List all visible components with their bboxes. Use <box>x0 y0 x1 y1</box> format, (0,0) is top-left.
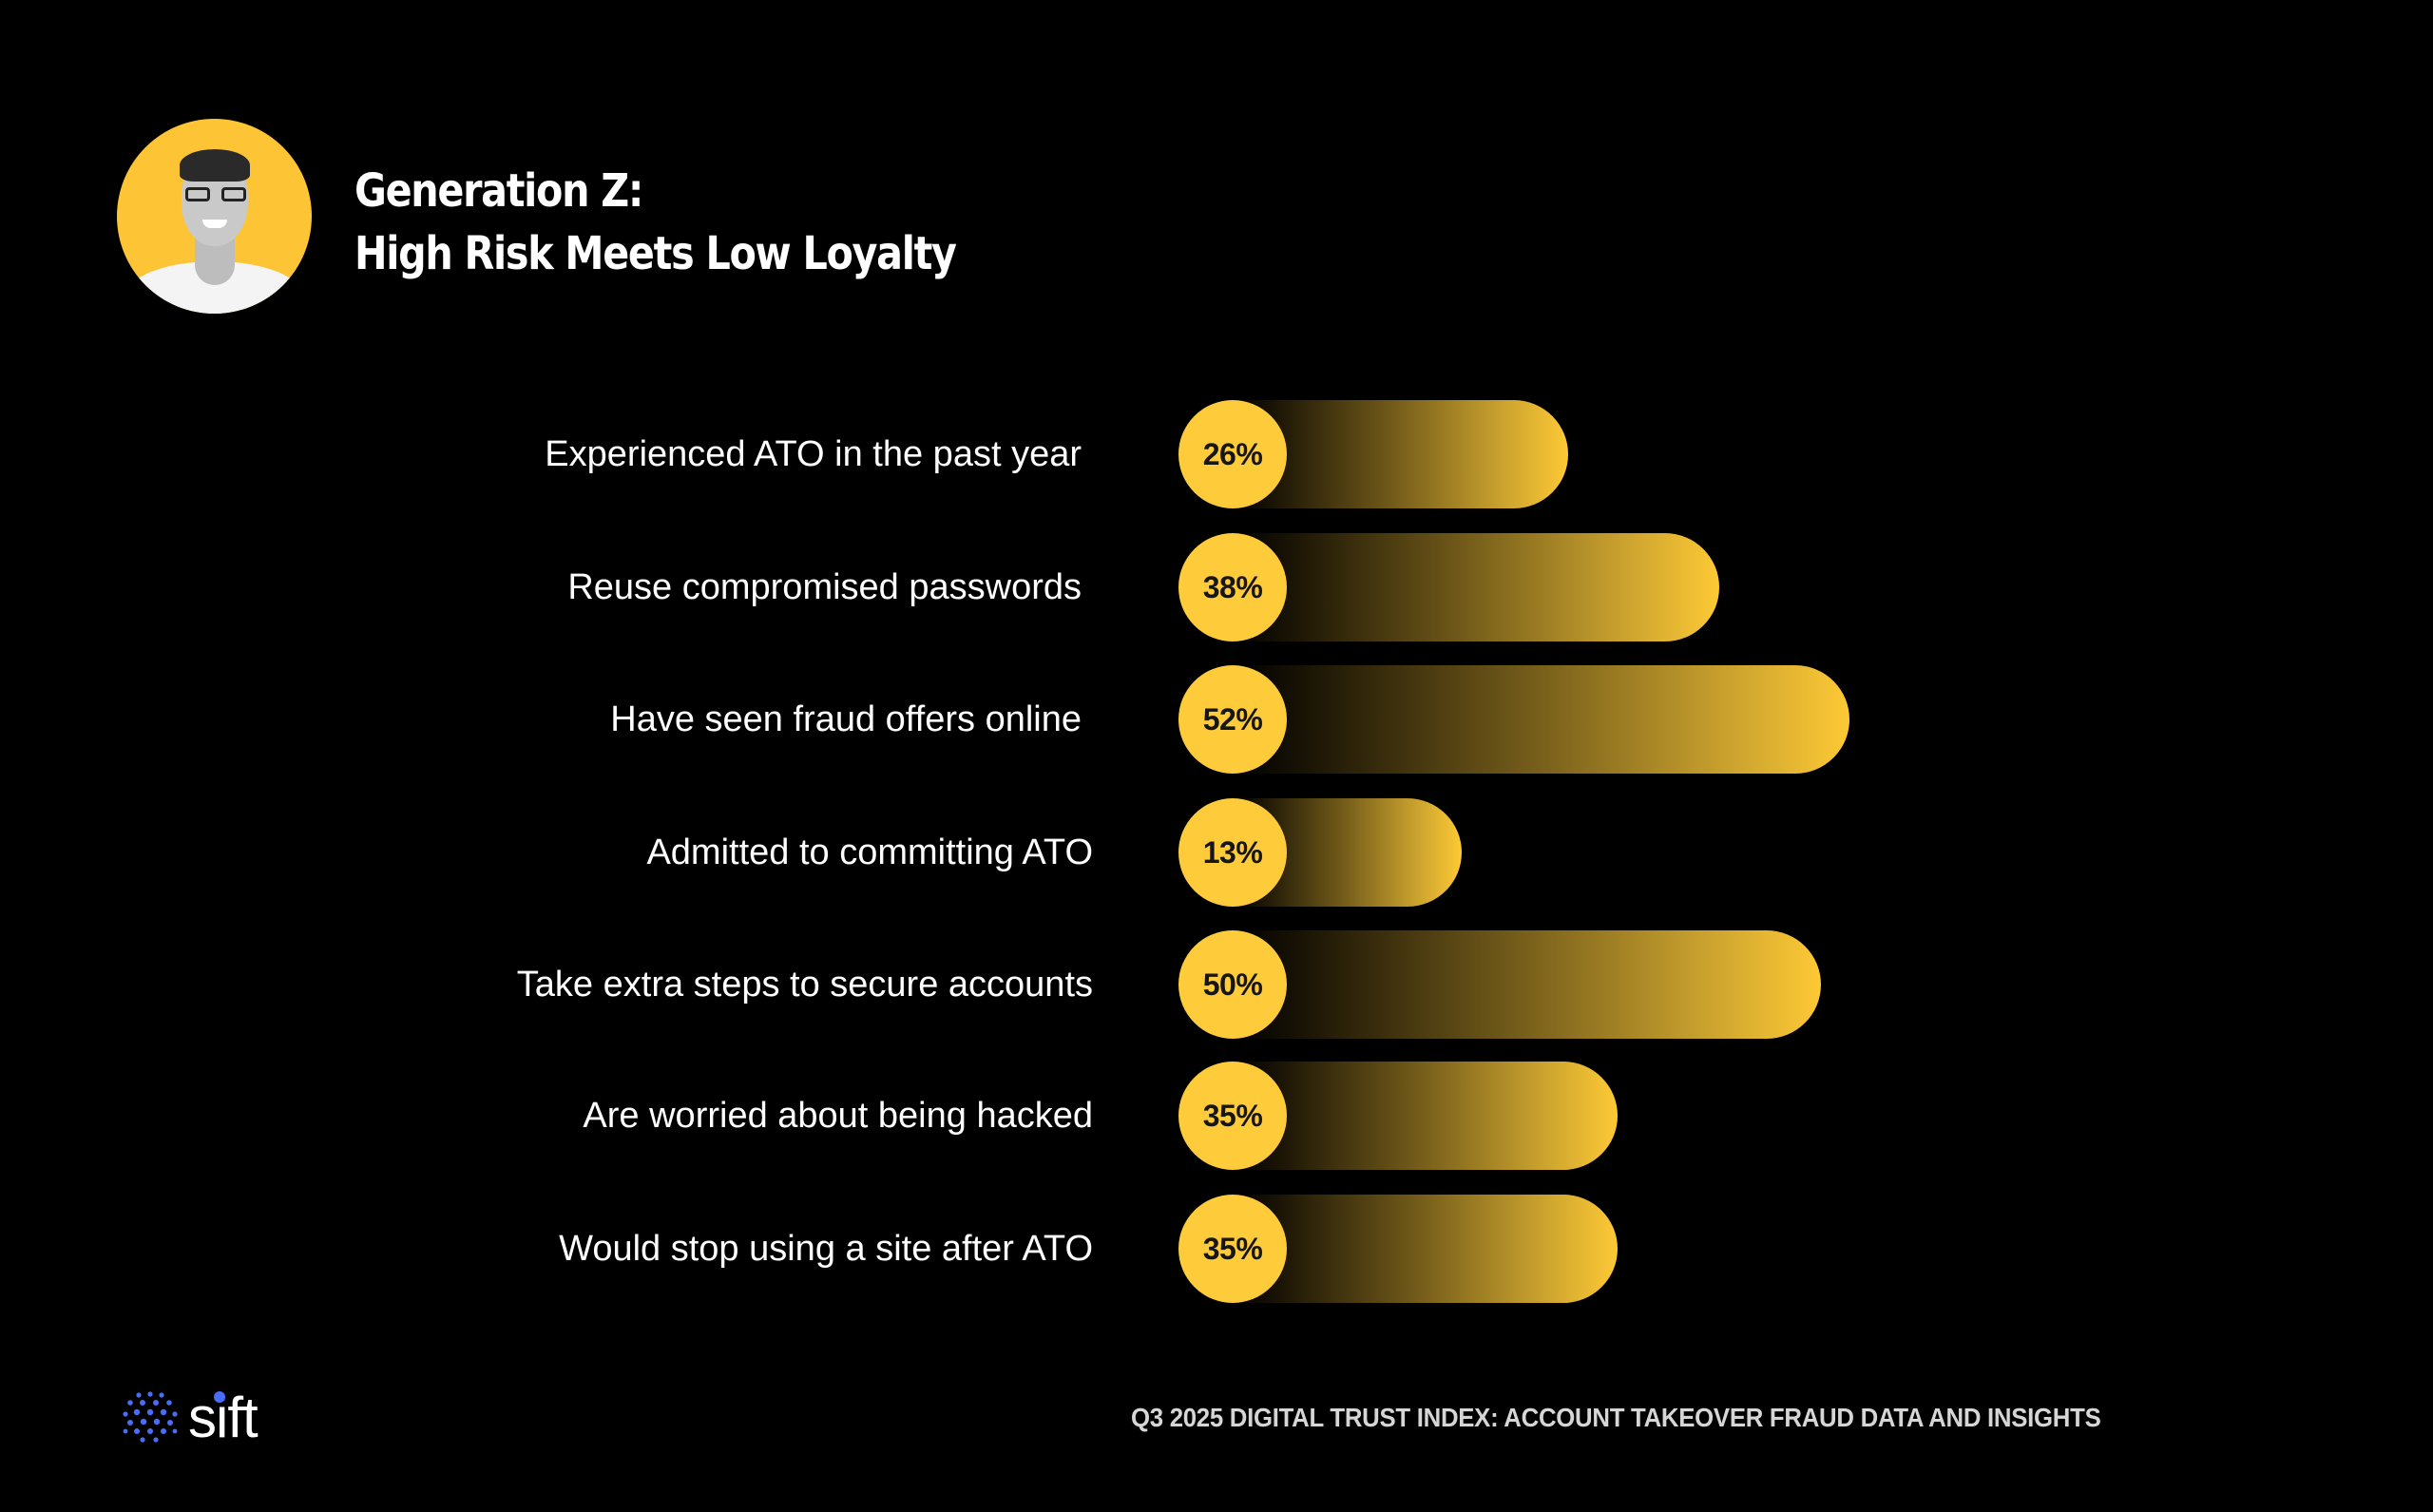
avatar-smile <box>202 220 227 228</box>
row-label: Have seen fraud offers online <box>610 699 1082 739</box>
bar <box>1233 533 1719 641</box>
report-title: Q3 2025 DIGITAL TRUST INDEX: ACCOUNT TAK… <box>1131 1403 2101 1432</box>
value-badge: 35% <box>1178 1195 1287 1303</box>
row-label: Would stop using a site after ATO <box>559 1229 1093 1269</box>
chart-row: Take extra steps to secure accounts 50% <box>0 930 2433 1039</box>
chart-row: Experienced ATO in the past year 26% <box>0 400 2433 508</box>
avatar <box>117 119 312 314</box>
sift-dotted-sphere-icon <box>123 1391 178 1443</box>
value-badge: 38% <box>1178 533 1287 641</box>
value-badge: 26% <box>1178 400 1287 508</box>
row-label: Reuse compromised passwords <box>567 567 1082 607</box>
value-badge: 50% <box>1178 930 1287 1039</box>
value-badge: 52% <box>1178 665 1287 774</box>
value-badge: 13% <box>1178 798 1287 907</box>
chart-row: Have seen fraud offers online 52% <box>0 665 2433 774</box>
sift-logo: sift <box>122 1386 259 1449</box>
chart-row: Are worried about being hacked 35% <box>0 1062 2433 1170</box>
chart-row: Admitted to committing ATO 13% <box>0 798 2433 907</box>
bar <box>1233 1195 1618 1303</box>
row-label: Experienced ATO in the past year <box>545 434 1082 474</box>
page-title: Generation Z: High Risk Meets Low Loyalt… <box>354 160 957 285</box>
row-label: Admitted to committing ATO <box>646 833 1093 872</box>
bar <box>1233 665 1849 774</box>
glasses-icon <box>185 187 246 202</box>
logo-i-dot <box>214 1391 225 1403</box>
row-label: Are worried about being hacked <box>583 1096 1093 1136</box>
avatar-hair <box>180 149 250 182</box>
chart-row: Reuse compromised passwords 38% <box>0 533 2433 641</box>
bar <box>1233 930 1821 1039</box>
bar <box>1233 400 1568 508</box>
value-badge: 35% <box>1178 1062 1287 1170</box>
row-label: Take extra steps to secure accounts <box>516 965 1093 1005</box>
chart-row: Would stop using a site after ATO 35% <box>0 1195 2433 1303</box>
title-line-1: Generation Z: <box>354 164 643 218</box>
bar <box>1233 1062 1618 1170</box>
logo-wordmark: sift <box>188 1386 259 1449</box>
title-line-2: High Risk Meets Low Loyalty <box>354 227 957 280</box>
